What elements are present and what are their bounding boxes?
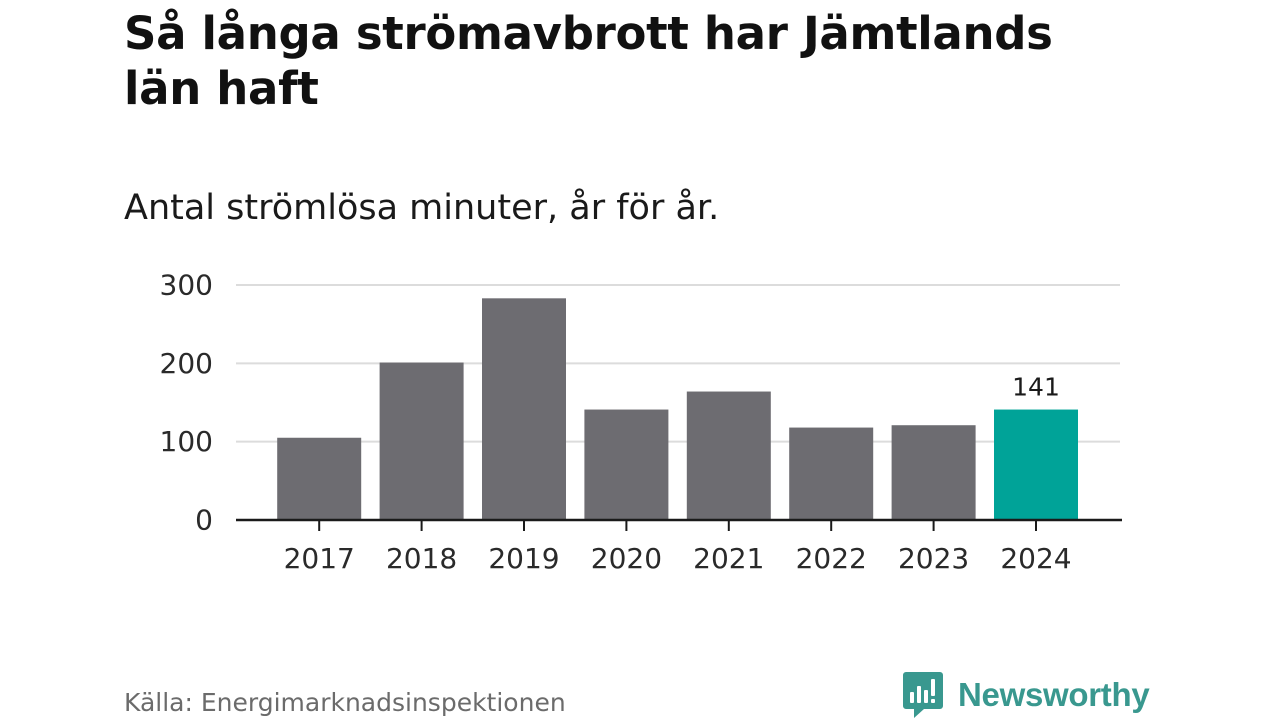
bar-2020 — [584, 409, 669, 520]
newsworthy-logo-icon — [903, 672, 943, 718]
y-tick-label-100: 100 — [160, 425, 213, 458]
x-tick-label-2019: 2019 — [488, 542, 559, 575]
x-tick-label-2022: 2022 — [796, 542, 867, 575]
bar-2017 — [277, 437, 362, 520]
chart-title: Så långa strömavbrott har Jämtlands län … — [124, 7, 1053, 115]
data-labels: 141 — [1012, 373, 1060, 402]
x-tick-label-2021: 2021 — [693, 542, 764, 575]
brand-logo: Newsworthy — [902, 670, 1150, 720]
x-axis: 2017 2018 2019 2020 2021 2022 2023 2024 — [236, 518, 1122, 575]
gridlines — [236, 284, 1120, 443]
brand-name: Newsworthy — [958, 676, 1150, 713]
y-tick-label-200: 200 — [160, 347, 213, 380]
x-tick-label-2024: 2024 — [1000, 542, 1071, 575]
bar-2022 — [789, 427, 874, 520]
bar-2018 — [379, 362, 464, 520]
bars — [277, 298, 1078, 520]
bar-2024 — [994, 409, 1078, 520]
x-tick-label-2020: 2020 — [591, 542, 662, 575]
x-tick-label-2017: 2017 — [284, 542, 355, 575]
bar-2021 — [686, 391, 771, 520]
bar-2019 — [482, 298, 566, 520]
x-tick-label-2018: 2018 — [386, 542, 457, 575]
source-note: Källa: Energimarknadsinspektionen — [124, 688, 566, 717]
chart-subtitle: Antal strömlösa minuter, år för år. — [124, 188, 720, 228]
bar-2023 — [891, 425, 976, 520]
x-tick-label-2023: 2023 — [898, 542, 969, 575]
data-label-2024: 141 — [1012, 373, 1060, 402]
y-axis-tick-labels: 0 100 200 300 — [160, 269, 213, 537]
y-tick-label-0: 0 — [195, 504, 213, 537]
y-tick-label-300: 300 — [160, 269, 213, 302]
